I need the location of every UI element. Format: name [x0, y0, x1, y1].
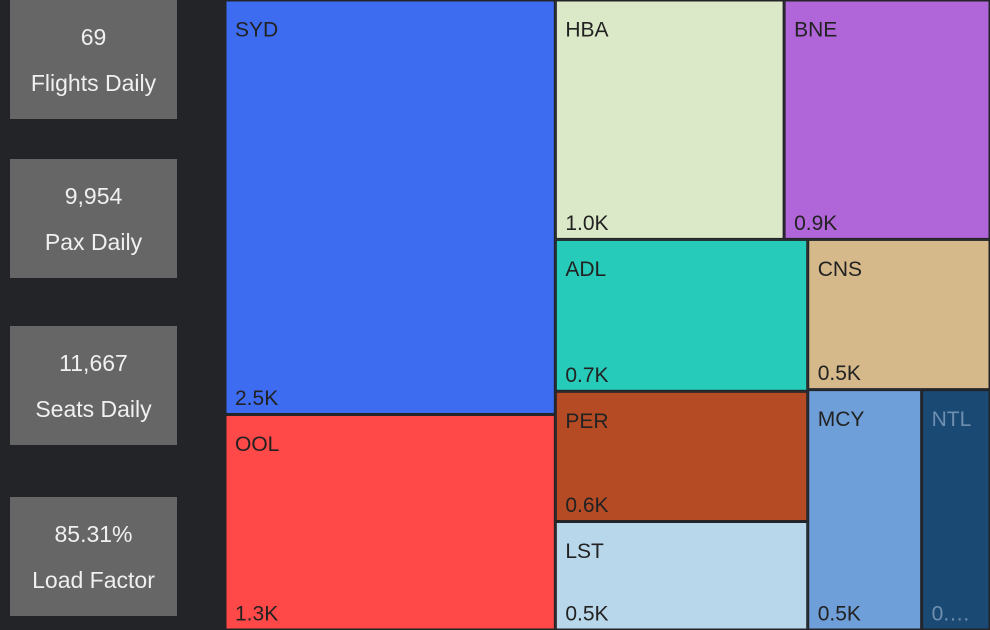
treemap-tile: [225, 0, 556, 415]
kpi-label: Pax Daily: [44, 228, 143, 255]
tile-value: 0.…: [932, 603, 971, 626]
tile-value: 0.5K: [818, 603, 861, 626]
treemap-tile: [225, 414, 556, 630]
tile-value: 1.0K: [565, 212, 608, 235]
treemap-cell: SYD 2.5K: [225, 0, 556, 415]
tile-value: 0.7K: [565, 364, 608, 387]
treemap-tile: [784, 0, 990, 240]
tile-value: 2.5K: [235, 387, 278, 410]
treemap-tile: [807, 389, 922, 630]
kpi-label: Flights Daily: [30, 69, 157, 96]
tile-label: PER: [565, 410, 608, 433]
treemap-cell: HBA 1.0K: [555, 0, 785, 240]
kpi-card: 85.31% Load Factor: [10, 497, 177, 616]
treemap-cell: MCY 0.5K: [807, 389, 922, 630]
tile-value: 0.5K: [565, 603, 608, 626]
kpi-card: 9,954 Pax Daily: [10, 159, 177, 278]
treemap-tile: [555, 239, 808, 392]
tile-label: ADL: [565, 258, 606, 281]
tile-value: 1.3K: [235, 603, 278, 626]
tile-label: MCY: [818, 408, 865, 431]
tile-value: 0.6K: [565, 494, 608, 517]
treemap-tile: [807, 239, 990, 390]
treemap-tile: [555, 521, 808, 630]
treemap-cell: NTL 0.…: [921, 389, 990, 630]
treemap-cell: CNS 0.5K: [807, 239, 990, 390]
treemap-tile: [555, 0, 785, 240]
tile-label: CNS: [818, 258, 862, 281]
treemap-cell: LST 0.5K: [555, 521, 808, 630]
kpi-label: Seats Daily: [35, 395, 152, 422]
kpi-label: Load Factor: [32, 566, 155, 593]
kpi-value: 9,954: [64, 182, 123, 209]
tile-label: HBA: [565, 19, 608, 42]
tile-label: LST: [565, 540, 604, 563]
treemap-tile: [555, 391, 808, 522]
kpi-value: 69: [80, 23, 107, 50]
treemap-cell: BNE 0.9K: [784, 0, 990, 240]
tile-value: 0.5K: [818, 362, 861, 385]
kpi-card: 11,667 Seats Daily: [10, 326, 177, 445]
treemap-cell: OOL 1.3K: [225, 414, 556, 630]
treemap-tile: [921, 389, 990, 630]
tile-label: BNE: [794, 19, 837, 42]
treemap-cell: PER 0.6K: [555, 391, 808, 522]
treemap-cell: ADL 0.7K: [555, 239, 808, 392]
kpi-value: 11,667: [59, 349, 128, 376]
kpi-value: 85.31%: [54, 520, 133, 547]
tile-value: 0.9K: [794, 212, 837, 235]
tile-label: SYD: [235, 19, 278, 42]
tile-label: NTL: [932, 408, 972, 431]
kpi-card: 69 Flights Daily: [10, 0, 177, 119]
tile-label: OOL: [235, 433, 279, 456]
